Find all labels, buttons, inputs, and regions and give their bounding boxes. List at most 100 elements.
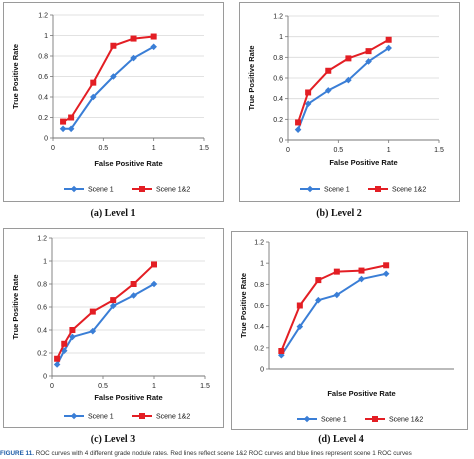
chart-panel-level-4: 0 0.2 0.4 0.6 0.8 1 1.2 False Positive Rate True… bbox=[231, 231, 468, 430]
y-tick-label: 1 bbox=[43, 259, 47, 266]
y-axis-title: True Positive Rate bbox=[11, 44, 20, 109]
series-line bbox=[297, 38, 390, 124]
legend: Scene 1 Scene 1&2 bbox=[297, 415, 423, 424]
y-tick-label: 0 bbox=[260, 367, 264, 374]
series-scene-1 bbox=[53, 280, 158, 368]
figure-caption: FIGURE 11. ROC curves with 4 different g… bbox=[0, 448, 474, 459]
series-scene-1and2 bbox=[295, 36, 392, 126]
data-point bbox=[345, 76, 352, 84]
x-axis-title: False Positive Rate bbox=[329, 158, 397, 167]
caption-level-4: (d) Level 4 bbox=[318, 434, 364, 445]
y-tick-label: 0.4 bbox=[38, 95, 48, 102]
data-point bbox=[89, 327, 97, 335]
x-tick-label: 0 bbox=[286, 147, 290, 154]
y-axis-title: True Positive Rate bbox=[239, 273, 248, 338]
series-line bbox=[297, 47, 390, 131]
x-axis-title: False Positive Rate bbox=[94, 393, 162, 402]
legend-label: Scene 1&2 bbox=[392, 187, 426, 194]
data-point bbox=[150, 33, 157, 40]
y-tick-label: 0 bbox=[279, 138, 283, 145]
x-tick-label: 1 bbox=[387, 147, 391, 154]
series-scene-1 bbox=[278, 270, 390, 359]
x-tick-label: 1.5 bbox=[434, 147, 444, 154]
data-point bbox=[382, 270, 390, 278]
y-tick-label: 0.2 bbox=[37, 351, 47, 358]
data-point bbox=[278, 348, 285, 355]
legend-label: Scene 1 bbox=[88, 414, 114, 421]
x-tick-label: 1.5 bbox=[200, 383, 210, 390]
x-tick-label: 0.5 bbox=[98, 383, 108, 390]
data-point bbox=[151, 261, 157, 268]
x-axis-title: False Positive Rate bbox=[94, 159, 162, 168]
y-tick-label: 0.6 bbox=[38, 74, 48, 81]
y-tick-label: 0.6 bbox=[37, 305, 47, 312]
legend-item-scene-1: Scene 1 bbox=[64, 185, 114, 194]
data-point bbox=[365, 48, 372, 55]
roc-chart-svg: 0 0.2 0.4 0.6 0.8 1 1.2 0 0.5 1 1.5 False Positive … bbox=[247, 14, 444, 194]
data-point bbox=[68, 114, 75, 121]
y-tick-label: 0.4 bbox=[254, 324, 264, 331]
roc-chart-svg: 0 0.2 0.4 0.6 0.8 1 1.2 False Positive Rate True… bbox=[239, 240, 454, 424]
legend-item-scene-1and2: Scene 1&2 bbox=[368, 186, 426, 194]
data-point bbox=[305, 89, 312, 96]
legend-item-scene-1and2: Scene 1&2 bbox=[132, 186, 190, 194]
legend-item-scene-1and2: Scene 1&2 bbox=[365, 416, 423, 424]
y-tick-label: 0.8 bbox=[37, 282, 47, 289]
data-point bbox=[324, 87, 332, 94]
legend-label: Scene 1 bbox=[324, 187, 350, 194]
data-point bbox=[345, 55, 352, 62]
y-tick-label: 0.6 bbox=[254, 303, 264, 310]
data-point bbox=[69, 327, 76, 333]
legend-label: Scene 1&2 bbox=[156, 414, 190, 421]
series-scene-1and2 bbox=[54, 261, 157, 362]
legend-item-scene-1and2: Scene 1&2 bbox=[132, 413, 190, 421]
legend-swatch-marker bbox=[306, 185, 314, 193]
data-point bbox=[325, 67, 332, 74]
data-point bbox=[333, 268, 340, 275]
legend: Scene 1 Scene 1&2 bbox=[64, 185, 190, 194]
data-point bbox=[130, 35, 137, 42]
y-tick-label: 0 bbox=[44, 136, 48, 143]
chart-panel-level-3: 0 0.2 0.4 0.6 0.8 1 1.2 0 0.5 1 1.5 False Positive … bbox=[3, 228, 224, 428]
legend-swatch-marker bbox=[139, 186, 145, 192]
y-axis-title: True Positive Rate bbox=[247, 45, 256, 110]
legend-swatch-marker bbox=[303, 415, 311, 423]
data-point bbox=[110, 42, 117, 49]
y-tick-label: 0.6 bbox=[273, 76, 283, 83]
legend-label: Scene 1&2 bbox=[156, 187, 190, 194]
x-tick-label: 0 bbox=[51, 145, 55, 152]
data-point bbox=[60, 118, 67, 125]
data-point bbox=[110, 73, 117, 80]
data-point bbox=[90, 79, 97, 86]
x-tick-label: 0 bbox=[50, 383, 54, 390]
data-point bbox=[295, 119, 302, 126]
legend-swatch-marker bbox=[70, 412, 78, 420]
y-tick-label: 0.2 bbox=[254, 345, 264, 352]
series-scene-1 bbox=[294, 44, 392, 133]
legend: Scene 1 Scene 1&2 bbox=[64, 412, 190, 421]
y-tick-label: 0.8 bbox=[254, 282, 264, 289]
data-point bbox=[130, 292, 137, 299]
x-tick-label: 0.5 bbox=[98, 145, 108, 152]
y-tick-label: 1.2 bbox=[273, 14, 283, 21]
y-tick-label: 1.2 bbox=[254, 240, 264, 247]
data-point bbox=[315, 277, 322, 284]
data-point bbox=[294, 126, 302, 133]
legend-item-scene-1: Scene 1 bbox=[300, 185, 350, 194]
y-tick-label: 0.4 bbox=[273, 96, 283, 103]
y-axis-title: True Positive Rate bbox=[11, 274, 20, 339]
data-point bbox=[69, 333, 76, 341]
legend-swatch-marker bbox=[139, 413, 145, 419]
figure-caption-text: ROC curves with 4 different grade nodule… bbox=[35, 450, 412, 457]
legend-label: Scene 1 bbox=[88, 187, 114, 194]
caption-level-2: (b) Level 2 bbox=[316, 208, 362, 219]
legend: Scene 1 Scene 1&2 bbox=[300, 185, 426, 194]
data-point bbox=[59, 125, 67, 133]
series-line bbox=[62, 35, 155, 123]
caption-level-3: (c) Level 3 bbox=[90, 434, 136, 445]
series-scene-1and2 bbox=[278, 262, 390, 355]
x-tick-label: 0.5 bbox=[333, 147, 343, 154]
y-tick-label: 1.2 bbox=[38, 13, 48, 20]
y-tick-label: 1 bbox=[260, 261, 264, 268]
data-point bbox=[385, 36, 392, 43]
